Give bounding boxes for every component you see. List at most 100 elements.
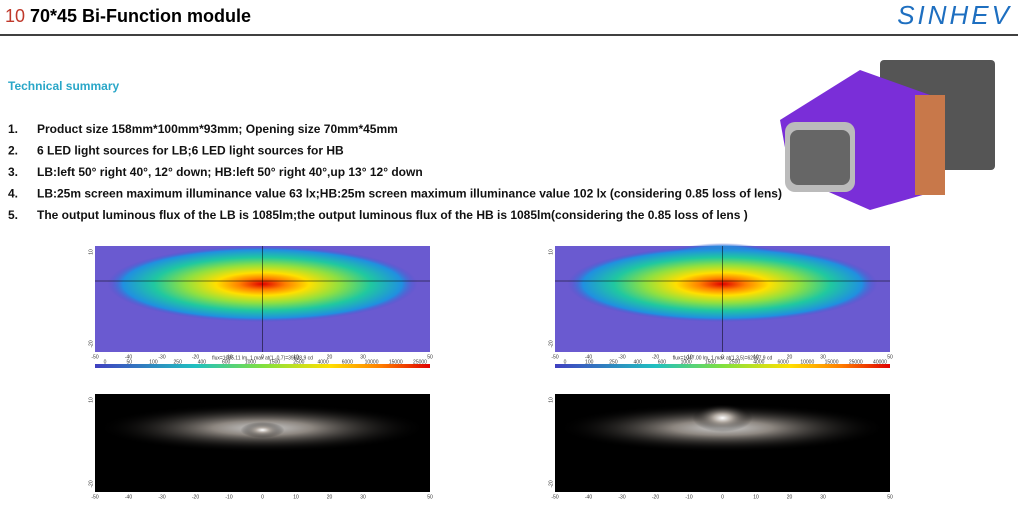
x-tick-label: -50 xyxy=(551,354,558,360)
colorbar-label: 400 xyxy=(198,359,207,365)
item-text: The output luminous flux of the LB is 10… xyxy=(37,208,748,222)
x-tick-label: 30 xyxy=(360,354,366,360)
module-image xyxy=(780,60,995,210)
x-tick-label: 20 xyxy=(787,354,793,360)
x-tick-label: 0 xyxy=(261,354,264,360)
colorbar-label: 25000 xyxy=(413,359,427,365)
x-tick-label: -20 xyxy=(652,354,659,360)
colorbar-label: 10000 xyxy=(365,359,379,365)
colorbar-label: 1000 xyxy=(681,359,692,365)
y-tick-label: -20 xyxy=(548,340,554,347)
x-tick-label: -10 xyxy=(225,494,232,500)
colorbar-label: 6000 xyxy=(778,359,789,365)
x-tick-label: 30 xyxy=(820,354,826,360)
colorbar-label: 4000 xyxy=(753,359,764,365)
y-tick-label: -20 xyxy=(88,480,94,487)
gray-hot xyxy=(240,422,285,438)
x-tick-label: 10 xyxy=(293,494,299,500)
colorbar-label: 600 xyxy=(658,359,667,365)
colorbar-label: 10000 xyxy=(800,359,814,365)
item-text: LB:left 50° right 40°, 12° down; HB:left… xyxy=(37,165,423,179)
x-tick-label: -10 xyxy=(225,354,232,360)
colorbar-label: 40000 xyxy=(873,359,887,365)
x-tick-label: 10 xyxy=(293,354,299,360)
x-tick-label: -30 xyxy=(618,494,625,500)
x-tick-label: 10 xyxy=(753,494,759,500)
x-tick-label: -20 xyxy=(192,354,199,360)
x-tick-label: 10 xyxy=(753,354,759,360)
colorbar-label: 100 xyxy=(585,359,594,365)
caption: flux=1085.11 lm, 1 max at(1,-0.7)=39638.… xyxy=(212,355,313,361)
slide-title: 70*45 Bi-Function module xyxy=(30,6,251,26)
x-tick-label: 0 xyxy=(261,494,264,500)
colorbar-label: 15000 xyxy=(825,359,839,365)
x-tick-label: 50 xyxy=(427,494,433,500)
item-number: 4. xyxy=(8,187,18,201)
slide-number: 10 xyxy=(5,6,25,26)
x-tick-label: -40 xyxy=(125,494,132,500)
x-tick-label: -40 xyxy=(585,494,592,500)
x-tick-label: -30 xyxy=(618,354,625,360)
x-tick-label: -10 xyxy=(685,494,692,500)
colorbar xyxy=(95,364,430,368)
item-number: 3. xyxy=(8,165,18,179)
x-tick-label: -50 xyxy=(91,494,98,500)
x-tick-label: 20 xyxy=(327,494,333,500)
colorbar-label: 600 xyxy=(222,359,231,365)
colorbar-label: 6000 xyxy=(342,359,353,365)
x-tick-label: 30 xyxy=(360,494,366,500)
colorbar-label: 0 xyxy=(564,359,567,365)
colorbar-label: 1000 xyxy=(245,359,256,365)
item-number: 1. xyxy=(8,122,18,136)
x-tick-label: -10 xyxy=(685,354,692,360)
colorbar-label: 250 xyxy=(174,359,183,365)
x-tick-label: -30 xyxy=(158,494,165,500)
colorbar xyxy=(555,364,890,368)
x-tick-label: 50 xyxy=(887,494,893,500)
y-tick-label: 10 xyxy=(548,397,554,403)
colorbar-label: 50 xyxy=(126,359,132,365)
y-tick-label: 10 xyxy=(88,249,94,255)
item-number: 5. xyxy=(8,208,18,222)
item-text: Product size 158mm*100mm*93mm; Opening s… xyxy=(37,122,398,136)
y-tick-label: 10 xyxy=(548,249,554,255)
x-tick-label: 50 xyxy=(887,354,893,360)
colorbar-label: 2500 xyxy=(729,359,740,365)
section-heading: Technical summary xyxy=(8,79,119,93)
gray-hot xyxy=(692,404,753,432)
colorbar-label: 1500 xyxy=(705,359,716,365)
colorbar-label: 0 xyxy=(104,359,107,365)
colorbar-label: 2500 xyxy=(293,359,304,365)
colorbar-label: 1500 xyxy=(269,359,280,365)
colorbar-label: 250 xyxy=(609,359,618,365)
item-text: LB:25m screen maximum illuminance value … xyxy=(37,187,782,201)
x-tick-label: 20 xyxy=(787,494,793,500)
summary-list: 1. Product size 158mm*100mm*93mm; Opening… xyxy=(8,122,782,222)
item-number: 2. xyxy=(8,144,18,158)
y-tick-label: -20 xyxy=(88,340,94,347)
colorbar-label: 4000 xyxy=(318,359,329,365)
x-tick-label: -20 xyxy=(192,494,199,500)
x-tick-label: -30 xyxy=(158,354,165,360)
x-tick-label: -40 xyxy=(125,354,132,360)
x-tick-label: 20 xyxy=(327,354,333,360)
caption: flux=1047.00 lm, 1 max at(1.3,5)=62997.9… xyxy=(673,355,773,361)
colorbar-label: 25000 xyxy=(849,359,863,365)
x-tick-label: 50 xyxy=(427,354,433,360)
x-tick-label: 0 xyxy=(721,354,724,360)
logo: SINHEV xyxy=(897,0,1012,30)
item-text: 6 LED light sources for LB;6 LED light s… xyxy=(37,144,344,158)
y-tick-label: 10 xyxy=(88,397,94,403)
x-tick-label: -40 xyxy=(585,354,592,360)
x-tick-label: -50 xyxy=(551,494,558,500)
colorbar-label: 100 xyxy=(149,359,158,365)
x-tick-label: 30 xyxy=(820,494,826,500)
x-tick-label: -50 xyxy=(91,354,98,360)
colorbar-label: 15000 xyxy=(389,359,403,365)
x-tick-label: 0 xyxy=(721,494,724,500)
x-tick-label: -20 xyxy=(652,494,659,500)
colorbar-label: 400 xyxy=(634,359,643,365)
plots: -50 -40 -30 -20 -10 0 10 20 30 50 10 -20 flux=1085.1… xyxy=(88,243,893,500)
